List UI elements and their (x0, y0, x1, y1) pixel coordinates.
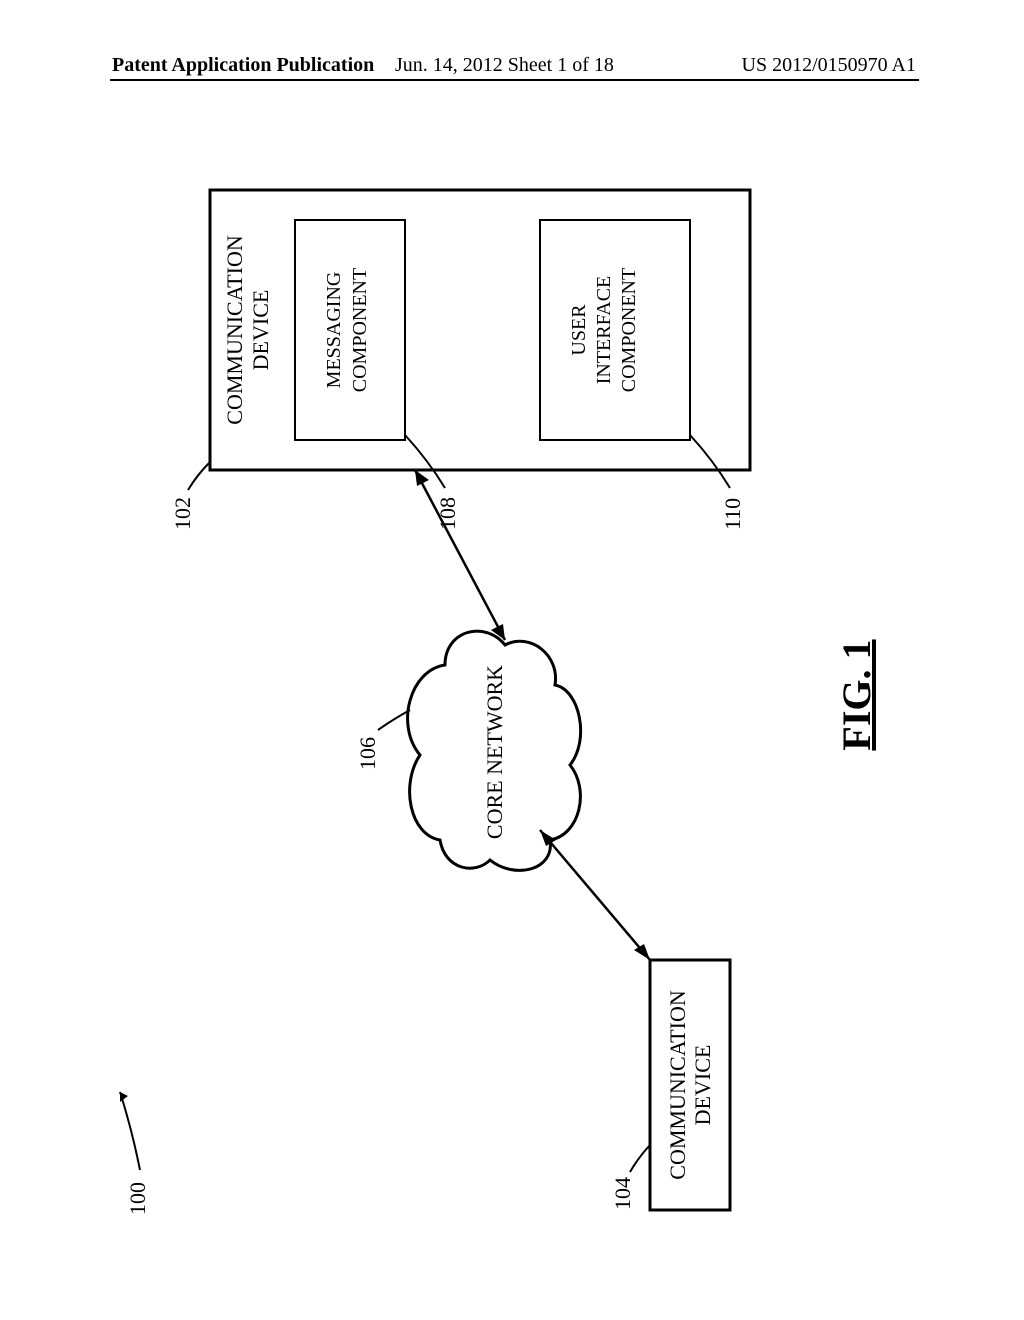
ref-102-text: 102 (170, 497, 195, 530)
figure-1-diagram: 100 COMMUNICATION DEVICE 104 CORE NETW (110, 160, 920, 1230)
ref-100-text: 100 (125, 1182, 150, 1215)
ui-label2: INTERFACE (593, 276, 615, 385)
header-right-text: US 2012/0150970 A1 (742, 54, 916, 77)
comm-device-left-label1: COMMUNICATION (665, 990, 690, 1180)
header-mid-text: Jun. 14, 2012 Sheet 1 of 18 (395, 54, 614, 77)
header-left-text: Patent Application Publication (112, 54, 374, 77)
ref-100-arrowhead (120, 1092, 128, 1102)
arrow-network-to-102 (415, 470, 505, 640)
arrow-104-to-network (540, 830, 650, 960)
ref-110-text: 110 (720, 498, 745, 530)
page-root: Patent Application Publication Jun. 14, … (0, 0, 1024, 1320)
system-ref-100: 100 (120, 1092, 150, 1215)
ui-box (540, 220, 690, 440)
ref-100-leader (120, 1092, 140, 1170)
comm-device-right: COMMUNICATION DEVICE 102 MESSAGING COMPO… (170, 190, 750, 530)
ref-102-leader (188, 462, 210, 490)
messaging-label2: COMPONENT (349, 268, 371, 392)
figure-label: FIG. 1 (834, 639, 879, 750)
comm-device-left-label2: DEVICE (690, 1045, 715, 1126)
comm-device-right-label1: COMMUNICATION (222, 235, 247, 425)
ref-104-leader (630, 1145, 650, 1172)
messaging-label1: MESSAGING (323, 272, 345, 389)
core-network-label: CORE NETWORK (482, 665, 507, 839)
ui-label3: COMPONENT (618, 268, 640, 392)
ref-104-text: 104 (610, 1177, 635, 1210)
comm-device-left: COMMUNICATION DEVICE 104 (610, 960, 730, 1210)
ui-label1: USER (568, 304, 590, 356)
comm-device-right-label2: DEVICE (248, 290, 273, 371)
ref-106-leader (378, 710, 410, 730)
ref-106-text: 106 (355, 737, 380, 770)
header-rule (110, 79, 919, 81)
